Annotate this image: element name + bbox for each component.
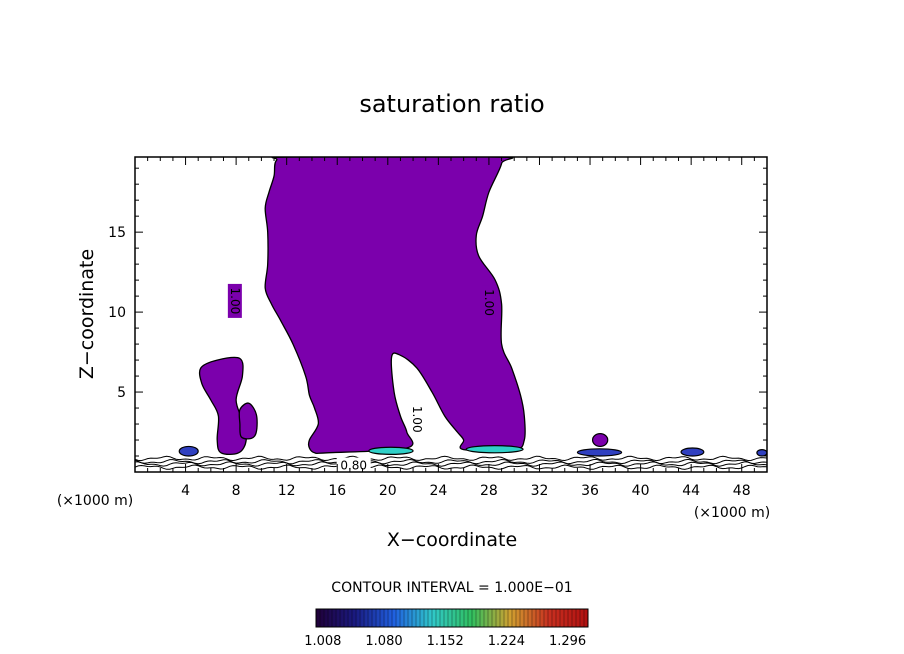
contour-label-background	[481, 285, 496, 320]
y-axis-title: Z−coordinate	[76, 249, 98, 379]
shallow-cloud-cell	[465, 445, 524, 454]
x-tick-label: 44	[682, 483, 700, 499]
contour-label: 1.00	[410, 406, 424, 433]
colorbar-tick-labels: 1.008 1.080 1.152 1.224 1.296	[304, 634, 586, 649]
colorbar-hatching	[319, 609, 585, 627]
shallow-cloud-cell	[368, 446, 414, 456]
shallow-cloud-cell	[178, 445, 199, 457]
x-tick-label: 36	[581, 483, 599, 499]
shallow-cloud-cell	[576, 448, 623, 457]
chart-title: saturation ratio	[359, 90, 544, 118]
shallow-cloud-cell	[680, 447, 705, 457]
colorbar-tick-label: 1.152	[427, 634, 464, 649]
surface-contour-line	[134, 458, 768, 465]
contour-labels: 1.00 1.00 1.00 0.80	[227, 283, 496, 473]
x-tick-label: 24	[429, 483, 447, 499]
x-tick-label: 32	[531, 483, 549, 499]
x-tick-label: 12	[278, 483, 296, 499]
x-tick-label: 16	[328, 483, 346, 499]
x-axis-unit-left: (×1000 m)	[57, 493, 133, 509]
contour-label: 0.80	[340, 459, 367, 473]
contour-interval-text: CONTOUR INTERVAL = 1.000E−01	[331, 580, 572, 596]
surface-contour-line	[135, 461, 768, 467]
contour-label: 1.00	[482, 289, 496, 316]
saturation-field	[178, 157, 767, 457]
colorbar-tick-label: 1.008	[304, 634, 341, 649]
contour-label-background	[409, 402, 424, 437]
colorbar-tick-label: 1.296	[549, 634, 586, 649]
surface-contour-line	[134, 455, 768, 462]
colorbar-tick-label: 1.224	[488, 634, 525, 649]
contour-label: 1.00	[228, 288, 242, 315]
x-tick-label: 20	[379, 483, 397, 499]
cloud-region-main-cloud	[264, 157, 526, 455]
plot-area: 1.00 1.001.000.80 4 8 12 16 20 24 28 32 36 40 44 485…	[108, 156, 768, 499]
cloud-region-left-cell	[198, 356, 247, 456]
shallow-cloud-cell	[756, 449, 767, 457]
x-axis-unit-right: (×1000 m)	[694, 505, 770, 521]
cloud-region-small-cell	[238, 402, 258, 440]
x-tick-label: 4	[181, 483, 190, 499]
colorbar-tick-label: 1.080	[365, 634, 402, 649]
colorbar: 1.008 1.080 1.152 1.224 1.296	[304, 608, 589, 649]
y-tick-label: 15	[108, 225, 126, 241]
x-tick-label: 28	[480, 483, 498, 499]
x-tick-label: 48	[733, 483, 751, 499]
shallow-cloud-cell	[591, 433, 609, 448]
y-tick-label: 10	[108, 305, 126, 321]
x-tick-label: 8	[232, 483, 241, 499]
x-axis-title: X−coordinate	[387, 529, 517, 551]
contour-label-background	[227, 283, 242, 318]
x-tick-label: 40	[632, 483, 650, 499]
y-tick-label: 5	[117, 385, 126, 401]
